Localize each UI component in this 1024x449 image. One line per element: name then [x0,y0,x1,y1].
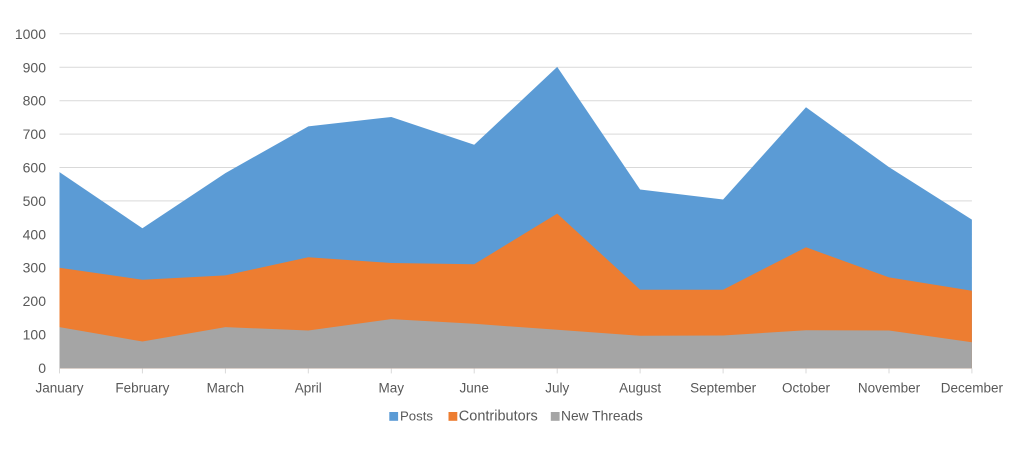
svg-text:June: June [460,381,489,396]
svg-text:November: November [858,381,921,396]
svg-text:December: December [941,381,1004,396]
svg-text:800: 800 [23,93,47,109]
svg-text:200: 200 [23,293,47,309]
svg-text:900: 900 [23,59,47,75]
svg-text:March: March [207,381,245,396]
svg-text:700: 700 [23,126,47,142]
svg-text:July: July [545,381,569,396]
svg-text:500: 500 [23,193,47,209]
svg-text:April: April [295,381,322,396]
svg-text:0: 0 [38,360,46,376]
svg-text:January: January [35,381,83,396]
svg-text:September: September [690,381,757,396]
svg-text:100: 100 [23,327,47,343]
svg-text:Posts: Posts [400,409,433,424]
svg-text:600: 600 [23,160,47,176]
svg-text:May: May [379,381,405,396]
svg-text:October: October [782,381,831,396]
svg-text:Contributors: Contributors [459,409,538,425]
svg-text:February: February [115,381,169,396]
svg-text:New Threads: New Threads [561,409,643,424]
svg-text:August: August [619,381,661,396]
svg-text:1000: 1000 [15,26,46,42]
svg-text:300: 300 [23,260,47,276]
svg-text:400: 400 [23,226,47,242]
